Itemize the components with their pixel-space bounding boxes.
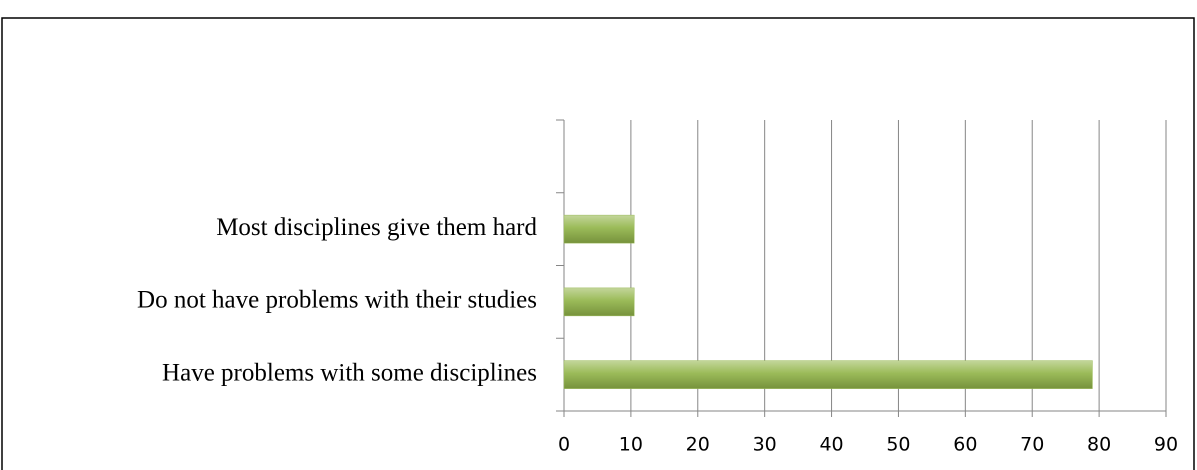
bar [563, 214, 635, 244]
x-tick-label: 60 [953, 434, 977, 456]
y-tick-label: Have problems with some disciplines [162, 359, 537, 386]
x-tick-label: 90 [1154, 434, 1178, 456]
x-tick-label: 10 [619, 434, 643, 456]
x-tick-label: 50 [886, 434, 910, 456]
y-tick-label: Most disciplines give them hard [216, 214, 537, 241]
x-tick-label: 20 [686, 434, 710, 456]
x-tick-label: 30 [753, 434, 777, 456]
bar [563, 360, 1093, 389]
x-tick-label: 40 [819, 434, 843, 456]
x-tick-label: 80 [1087, 434, 1111, 456]
bar [563, 287, 635, 317]
x-tick-label: 0 [558, 434, 570, 456]
y-tick-label: Do not have problems with their studies [137, 287, 537, 314]
frame [1, 17, 1195, 470]
x-tick-label: 70 [1020, 434, 1044, 456]
